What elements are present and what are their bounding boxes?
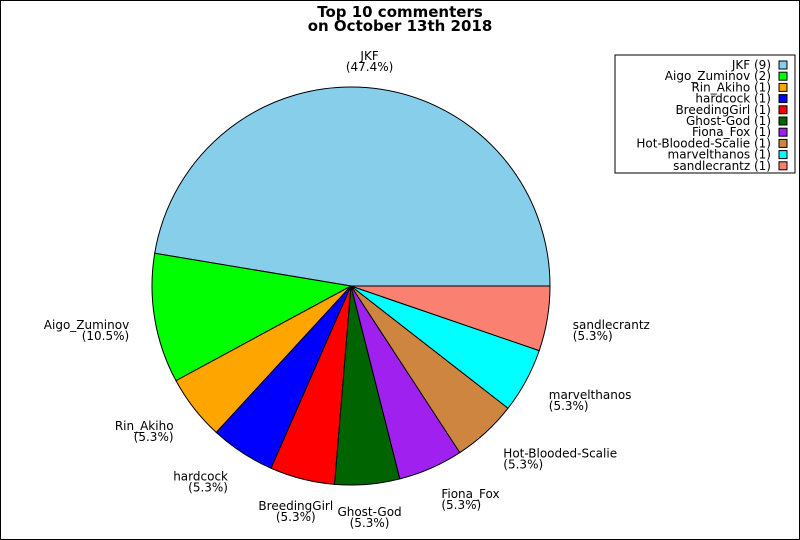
slice-label: Hot-Blooded-Scalie	[503, 446, 617, 460]
slice-label: sandlecrantz	[573, 318, 650, 332]
legend-entry: Hot-Blooded-Scalie (1)	[636, 136, 771, 150]
slice-label: Aigo_Zuminov	[44, 318, 129, 332]
slice-percent-label: (10.5%)	[82, 329, 129, 343]
legend-swatch	[778, 161, 788, 171]
slice-percent-label: (5.3%)	[188, 480, 228, 494]
legend-swatch	[778, 71, 788, 81]
legend: JKF (9)Aigo_Zuminov (2)Rin_Akiho (1)hard…	[614, 54, 796, 174]
legend-entry: BreedingGirl (1)	[675, 103, 771, 117]
slice-percent-label: (5.3%)	[350, 516, 390, 530]
legend-box	[614, 54, 796, 174]
legend-entry: Fiona_Fox (1)	[692, 125, 771, 139]
slice-percent-label: (5.3%)	[134, 430, 174, 444]
chart-title-line-1: Top 10 commenters	[317, 3, 483, 21]
slice-label: JKF	[359, 49, 378, 63]
slice-label: Fiona_Fox	[441, 487, 499, 501]
legend-swatch	[778, 150, 788, 160]
legend-swatch	[778, 82, 788, 92]
slice-percent-label: (47.4%)	[346, 60, 393, 74]
legend-entry: sandlecrantz (1)	[673, 159, 771, 173]
legend-entry: JKF (9)	[731, 58, 771, 72]
pie-slice-Aigo_Zuminov	[151, 252, 353, 382]
legend-swatch	[778, 116, 788, 126]
slice-percent-label: (5.3%)	[276, 510, 316, 524]
slice-label: Ghost-God	[337, 505, 401, 519]
chart-title-line-2: on October 13th 2018	[308, 17, 493, 35]
slice-label: hardcock	[173, 469, 228, 483]
slice-percent-label: (5.3%)	[441, 498, 481, 512]
legend-swatch	[778, 94, 788, 104]
pie-slice-JKF	[154, 86, 551, 287]
legend-swatch	[778, 60, 788, 70]
legend-entry: marvelthanos (1)	[668, 148, 771, 162]
legend-entry: Ghost-God (1)	[686, 114, 771, 128]
legend-swatch	[778, 127, 788, 137]
slice-percent-label: (5.3%)	[503, 457, 543, 471]
slice-label: BreedingGirl	[258, 499, 333, 513]
slice-label: marvelthanos	[549, 388, 632, 402]
slice-label: Rin_Akiho	[115, 419, 174, 433]
legend-swatch	[778, 138, 788, 148]
slice-percent-label: (5.3%)	[573, 329, 613, 343]
legend-entry: Aigo_Zuminov (2)	[665, 69, 771, 83]
legend-entry: hardcock (1)	[695, 92, 771, 106]
legend-swatch	[778, 105, 788, 115]
slice-percent-label: (5.3%)	[549, 399, 589, 413]
legend-entry: Rin_Akiho (1)	[691, 80, 771, 94]
pie-slice-sandlecrantz	[350, 285, 551, 352]
